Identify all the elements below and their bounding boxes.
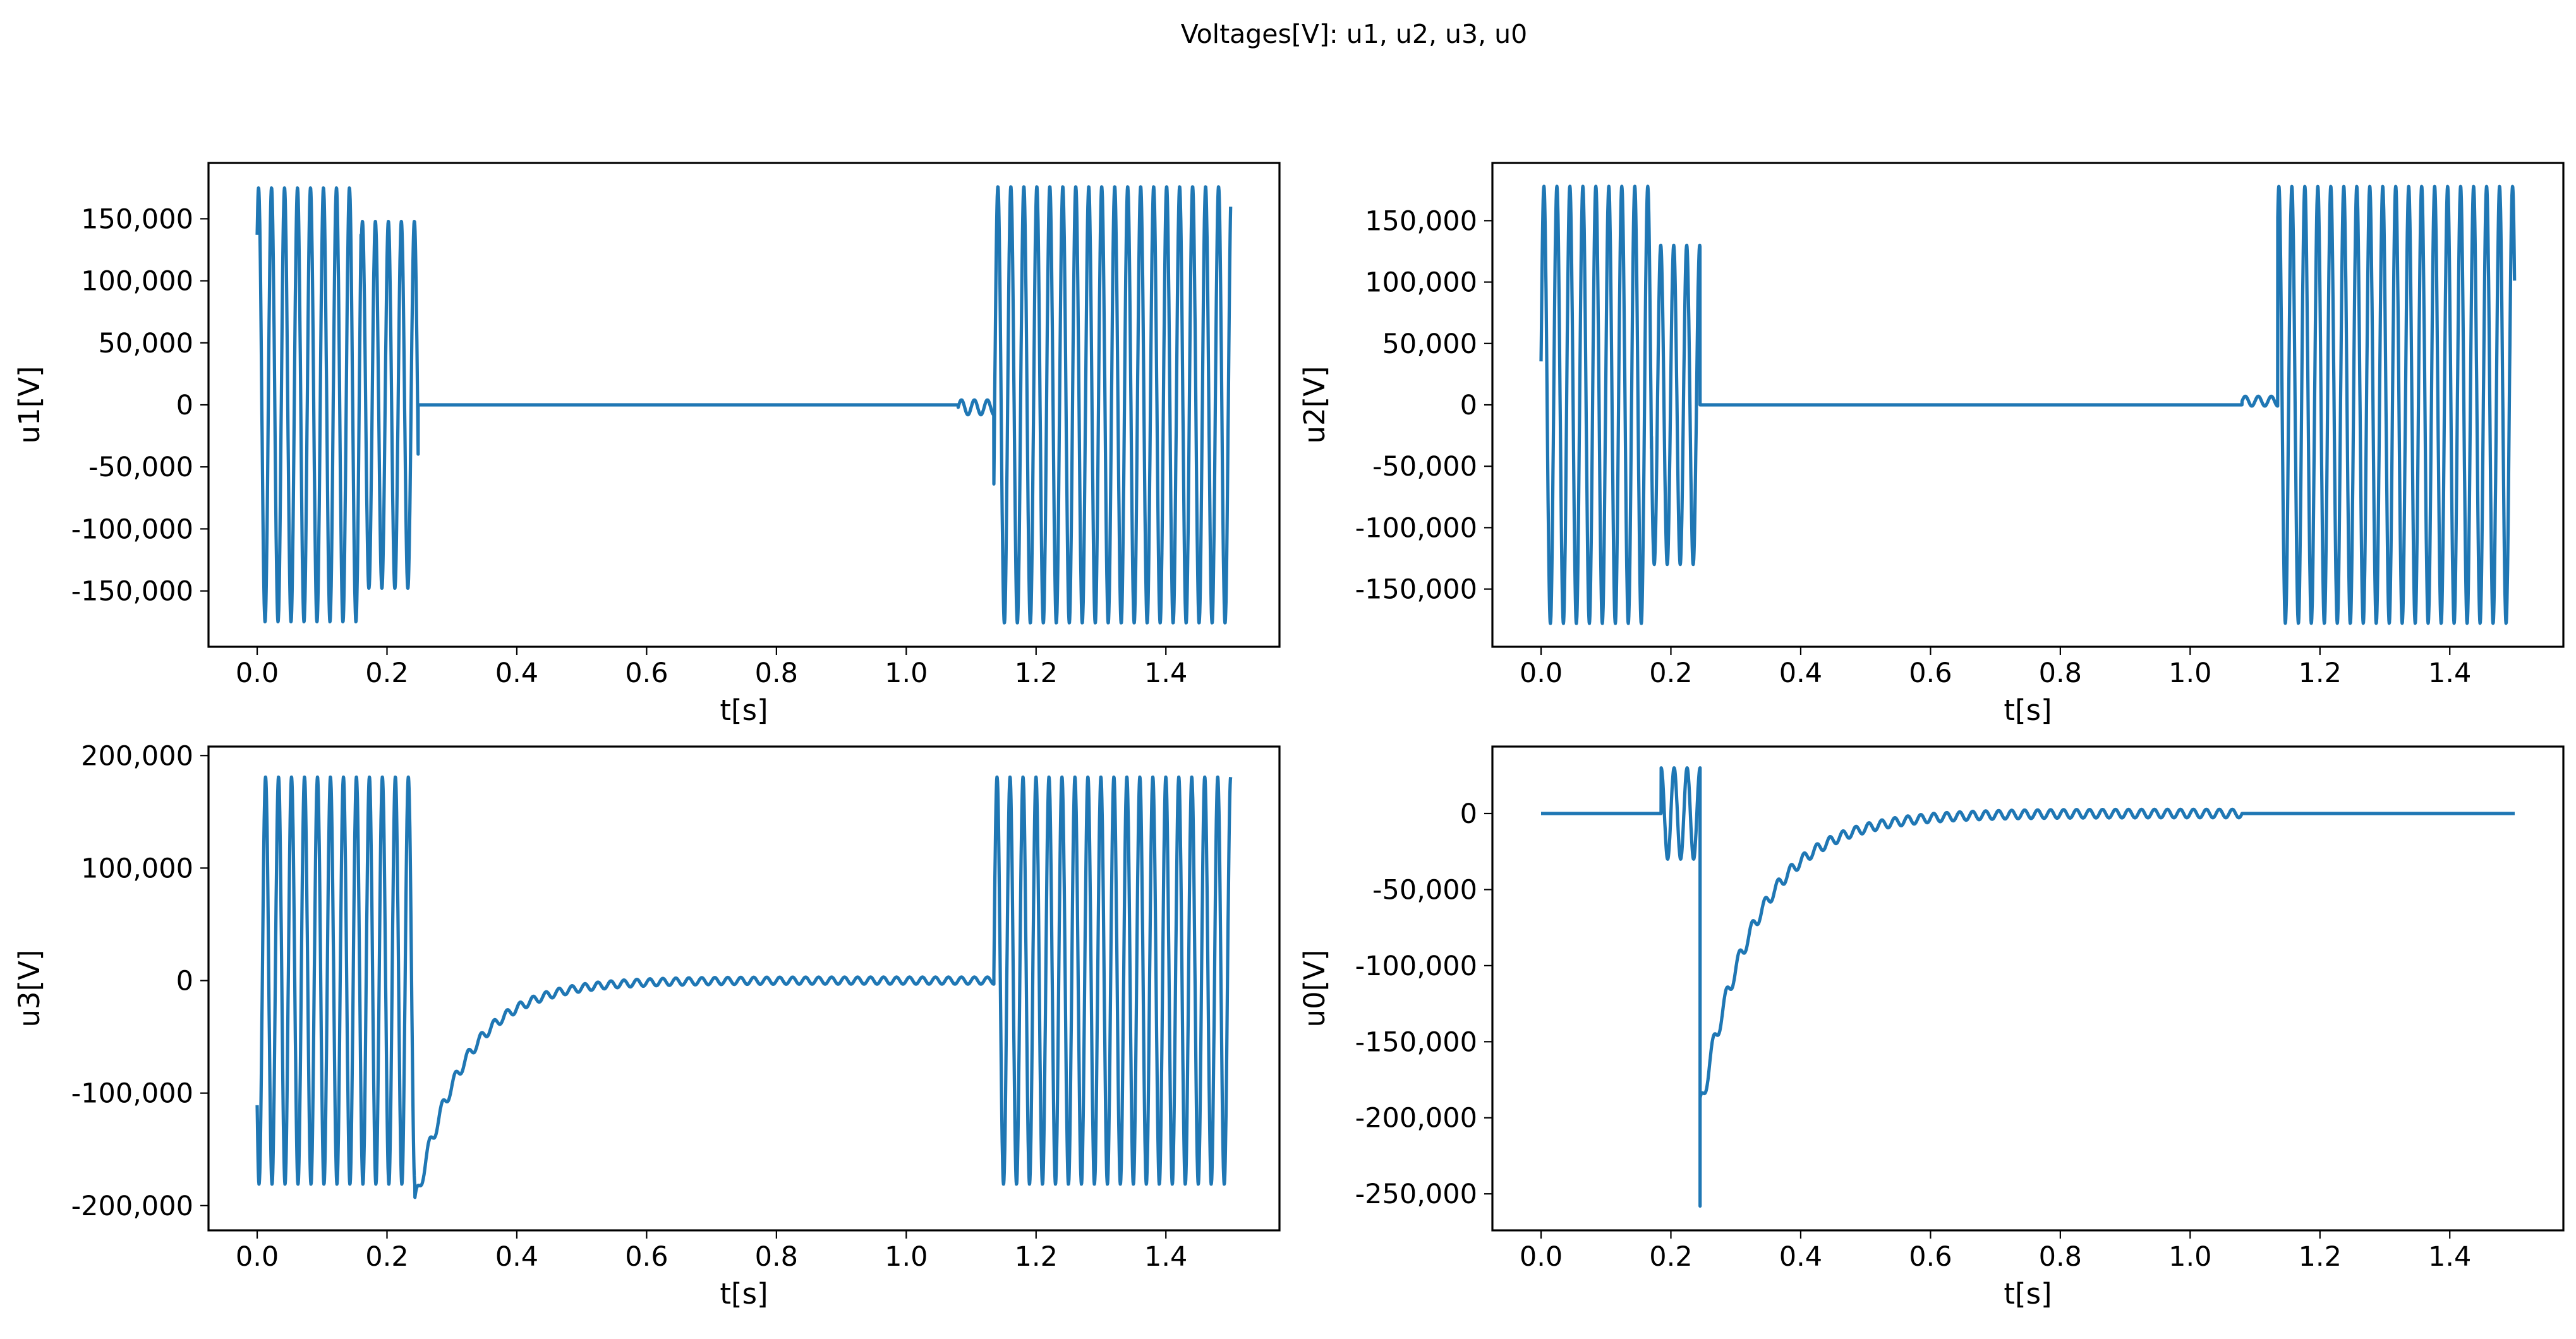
x-tick-label: 1.0 [2168,657,2211,689]
x-tick-label: 0.2 [365,657,408,689]
y-tick-label: -50,000 [88,452,193,483]
x-axis-label-u2: t[s] [2004,694,2052,727]
y-tick-label: 150,000 [81,203,193,235]
y-tick-label: 0 [176,390,193,421]
x-tick-label: 0.6 [625,1241,668,1273]
x-tick-label: 1.0 [885,657,928,689]
y-tick-label: 0 [1460,798,1477,830]
y-tick-label: -100,000 [71,513,193,545]
y-tick-label: -200,000 [1355,1103,1477,1134]
x-tick-label: 0.8 [755,657,798,689]
subplots-container: 0.0 0.2 0.4 0.6 0.8 1.0 1.2 1.4 150,000 100,000 50… [13,162,2565,1311]
y-tick-label: 100,000 [81,266,193,297]
y-tick-label: 150,000 [1365,205,1477,237]
x-tick-label: 0.2 [1649,657,1692,689]
y-axis-label-u1: u1[V] [13,366,46,443]
subplot-u0: 0.0 0.2 0.4 0.6 0.8 1.0 1.2 1.4 0 -50,000 -100,000… [1298,745,2565,1311]
y-tick-label: -150,000 [1355,574,1477,606]
x-tick-label: 1.2 [1015,1241,1058,1273]
y-tick-label: 50,000 [1382,328,1477,360]
x-tick-label: 0.4 [495,1241,538,1273]
x-tick-label: 1.4 [1144,1241,1187,1273]
x-tick-label: 0.0 [236,657,279,689]
y-tick-label: -250,000 [1355,1179,1477,1210]
y-tick-label: 200,000 [81,740,193,772]
y-tick-label: -100,000 [71,1078,193,1110]
x-tick-label: 0.8 [2039,1241,2082,1273]
y-tick-label: 0 [1460,390,1477,421]
y-tick-label: -50,000 [1372,451,1477,483]
axes-frame-u0 [1491,745,2565,1232]
x-tick-label: 0.4 [1779,1241,1822,1273]
y-tick-label: 0 [176,966,193,997]
x-tick-label: 0.0 [1520,1241,1563,1273]
x-tick-label: 1.0 [885,1241,928,1273]
subplot-u3: 0.0 0.2 0.4 0.6 0.8 1.0 1.2 1.4 200,000 100,000 0 -… [13,740,1281,1311]
x-tick-label: 1.4 [2428,657,2471,689]
x-tick-label: 0.6 [1909,1241,1952,1273]
y-axis-label-u2: u2[V] [1298,366,1331,443]
x-axis-label-u3: t[s] [720,1277,768,1311]
x-tick-label: 0.4 [495,657,538,689]
y-tick-label: -100,000 [1355,951,1477,982]
x-tick-label: 1.2 [1015,657,1058,689]
axes-frame-u3 [207,745,1281,1232]
y-tick-label: -200,000 [71,1191,193,1222]
subplot-u1: 0.0 0.2 0.4 0.6 0.8 1.0 1.2 1.4 150,000 100,000 50… [13,162,1281,727]
figure-suptitle: Voltages[V]: u1, u2, u3, u0 [1181,19,1528,49]
x-tick-label: 1.2 [2299,657,2342,689]
y-tick-label: 50,000 [99,328,193,359]
y-axis-label-u0: u0[V] [1298,949,1331,1027]
x-tick-label: 1.4 [2428,1241,2471,1273]
y-tick-label: -100,000 [1355,512,1477,544]
x-tick-label: 0.0 [1520,657,1563,689]
y-tick-label: -50,000 [1372,874,1477,906]
y-axis-label-u3: u3[V] [13,949,46,1027]
y-tick-label: -150,000 [71,576,193,608]
x-tick-label: 0.8 [755,1241,798,1273]
series-line-u2 [1539,184,2517,625]
x-tick-label: 1.4 [1144,657,1187,689]
y-tick-label: -150,000 [1355,1026,1477,1058]
x-tick-label: 0.2 [1649,1241,1692,1273]
x-axis-label-u1: t[s] [720,694,768,727]
subplot-u2: 0.0 0.2 0.4 0.6 0.8 1.0 1.2 1.4 150,000 100,000 50… [1298,162,2565,727]
x-tick-label: 1.2 [2299,1241,2342,1273]
y-tick-label: 100,000 [81,853,193,884]
x-tick-label: 1.0 [2168,1241,2211,1273]
x-tick-label: 0.6 [1909,657,1952,689]
x-tick-label: 0.4 [1779,657,1822,689]
x-tick-label: 0.6 [625,657,668,689]
series-line-u3 [255,775,1233,1199]
x-tick-label: 0.2 [365,1241,408,1273]
y-tick-label: 100,000 [1365,267,1477,299]
x-axis-label-u0: t[s] [2004,1277,2052,1311]
series-line-u1 [255,185,1233,625]
x-tick-label: 0.0 [236,1241,279,1273]
x-tick-label: 0.8 [2039,657,2082,689]
series-line-u0 [1539,766,2517,1208]
